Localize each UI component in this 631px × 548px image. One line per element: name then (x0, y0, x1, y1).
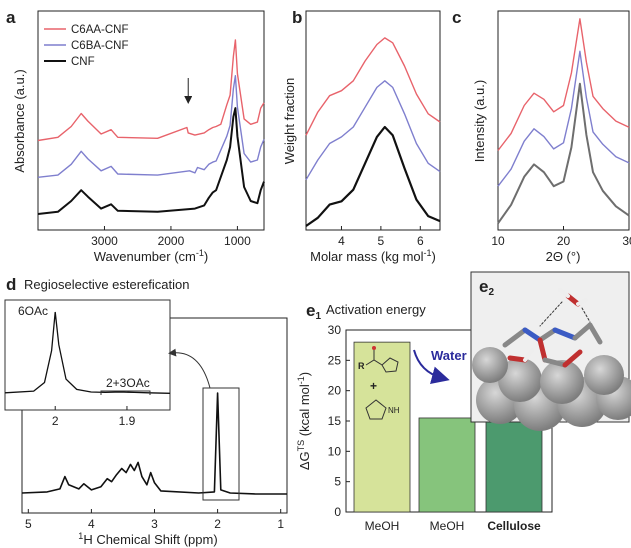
panel-c-ylabel: Intensity (a.u.) (472, 80, 487, 162)
panel-e1-ylabel: ΔGTS (kcal mol-1) (296, 372, 312, 470)
b-xtick-label-0: 4 (338, 234, 345, 248)
water-arrow (413, 349, 450, 385)
b-xtick-label-1: 5 (378, 234, 385, 248)
inset-xtick-label-1: 1.9 (119, 414, 136, 428)
b-series-0 (305, 37, 441, 136)
a-xtick-label-0: 3000 (91, 234, 118, 248)
a-series-0 (37, 39, 265, 142)
a-xtick-label-1: 2000 (158, 234, 185, 248)
panel-a-letter: a (6, 8, 16, 27)
bar-label-2: Cellulose (487, 519, 541, 533)
inset-xtick-label-0: 2 (52, 414, 59, 428)
inset-bracket (100, 390, 151, 395)
d-series-0 (21, 392, 287, 495)
panel-a-xlabel: Wavenumber (cm-1) (94, 248, 208, 264)
b-series-2 (305, 125, 441, 227)
panel-c-xlabel: 2Θ (°) (546, 249, 581, 264)
peak-highlight-box (202, 387, 240, 501)
panel-c-letter: c (452, 8, 461, 27)
a-series-2 (37, 107, 265, 215)
c-xtick-label-0: 10 (491, 234, 505, 248)
panel-d-letter: d (6, 275, 16, 294)
legend-label-c6aa: C6AA-CNF (71, 24, 129, 36)
panel-d-title: Regioselective esterefication (24, 277, 189, 292)
d-xtick-label-4: 1 (277, 517, 284, 531)
c-series-2 (497, 82, 630, 224)
panel-d-xlabel: 1H Chemical Shift (ppm) (78, 531, 217, 547)
b-xtick-label-2: 6 (417, 234, 424, 248)
panel-e2: e2 (470, 271, 631, 431)
bar-1 (418, 417, 476, 513)
cellulose-surface (472, 347, 631, 431)
molecular-model (502, 288, 603, 368)
svg-text:R: R (358, 361, 365, 371)
c-series-0 (497, 18, 630, 151)
panel-b-xlabel: Molar mass (kg mol-1) (310, 248, 436, 264)
panel-e1-title: Activation energy (326, 302, 426, 317)
inset-label-23oac: 2+3OAc (106, 376, 150, 390)
d-xtick-label-2: 3 (151, 517, 158, 531)
c-xtick-label-1: 20 (557, 234, 571, 248)
panel-d: d Regioselective esterefication 5 4 3 2 1 1H… (4, 275, 288, 547)
bar-label-0: MeOH (365, 519, 400, 533)
legend-label-c6ba: C6BA-CNF (71, 40, 129, 52)
e1-ytick-label-1: 5 (334, 475, 341, 489)
panel-b-ylabel: Weight fraction (282, 78, 297, 164)
inset-label-6oac: 6OAc (18, 304, 48, 318)
e1-ytick-label-0: 0 (334, 505, 341, 519)
d-xtick-label-0: 5 (25, 517, 32, 531)
c-xtick-label-2: 30 (622, 234, 631, 248)
panel-a-ylabel: Absorbance (a.u.) (12, 69, 27, 172)
panel-e1-letter: e1 (306, 301, 321, 322)
a-xtick-label-2: 1000 (224, 234, 251, 248)
a-series-1 (37, 75, 265, 178)
e1-ytick-label-5: 25 (328, 353, 342, 367)
e1-ytick-label-3: 15 (328, 414, 342, 428)
svg-text:NH: NH (388, 406, 400, 415)
panel-b-frame (305, 10, 441, 231)
b-series-1 (305, 80, 441, 181)
d-xtick-label-3: 2 (214, 517, 221, 531)
panel-b-letter: b (292, 8, 302, 27)
bar-2 (485, 419, 543, 513)
acyl-imidazole-structure: R (358, 346, 399, 373)
water-label: Water (431, 348, 467, 363)
panel-a-frame (37, 10, 265, 231)
e1-ytick-label-6: 30 (328, 323, 342, 337)
panel-a: a C6AA-CNF C6BA-CNF CNF 3000 2000 1000 Abs… (6, 8, 265, 264)
panel-e2-letter: e2 (479, 277, 494, 298)
inset-spectrum (4, 311, 171, 394)
molecule-plus: + (370, 379, 377, 393)
panel-a-legend: C6AA-CNF C6BA-CNF CNF (44, 24, 129, 68)
bar-0 (353, 341, 411, 513)
imidazole-structure: NH (365, 399, 400, 420)
bar-label-1: MeOH (430, 519, 465, 533)
e1-ytick-label-2: 10 (328, 444, 342, 458)
inset-pointer-arrow (168, 348, 211, 389)
d-xtick-label-1: 4 (88, 517, 95, 531)
legend-label-cnf: CNF (71, 56, 95, 68)
panel-b: b 4 5 6 Weight fraction Molar mass (kg mol… (282, 8, 441, 264)
e1-ytick-label-4: 20 (328, 384, 342, 398)
panel-e1: e1 Activation energy MeOH MeOH Cellulose 0 5… (296, 301, 553, 533)
panel-c: c 10 20 30 Intensity (a.u.) 2Θ (°) (452, 8, 631, 264)
c-series-1 (497, 50, 630, 187)
